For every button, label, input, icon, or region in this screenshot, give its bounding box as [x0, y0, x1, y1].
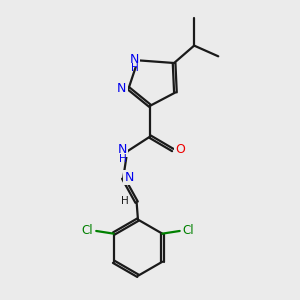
- Text: H: H: [118, 154, 126, 164]
- Text: H: H: [122, 196, 129, 206]
- Text: N: N: [118, 143, 127, 157]
- Text: Cl: Cl: [82, 224, 94, 238]
- Text: Cl: Cl: [182, 224, 194, 238]
- Text: N: N: [117, 82, 127, 95]
- Text: H: H: [131, 63, 139, 74]
- Text: N: N: [130, 53, 140, 66]
- Text: N: N: [124, 171, 134, 184]
- Text: O: O: [175, 143, 185, 157]
